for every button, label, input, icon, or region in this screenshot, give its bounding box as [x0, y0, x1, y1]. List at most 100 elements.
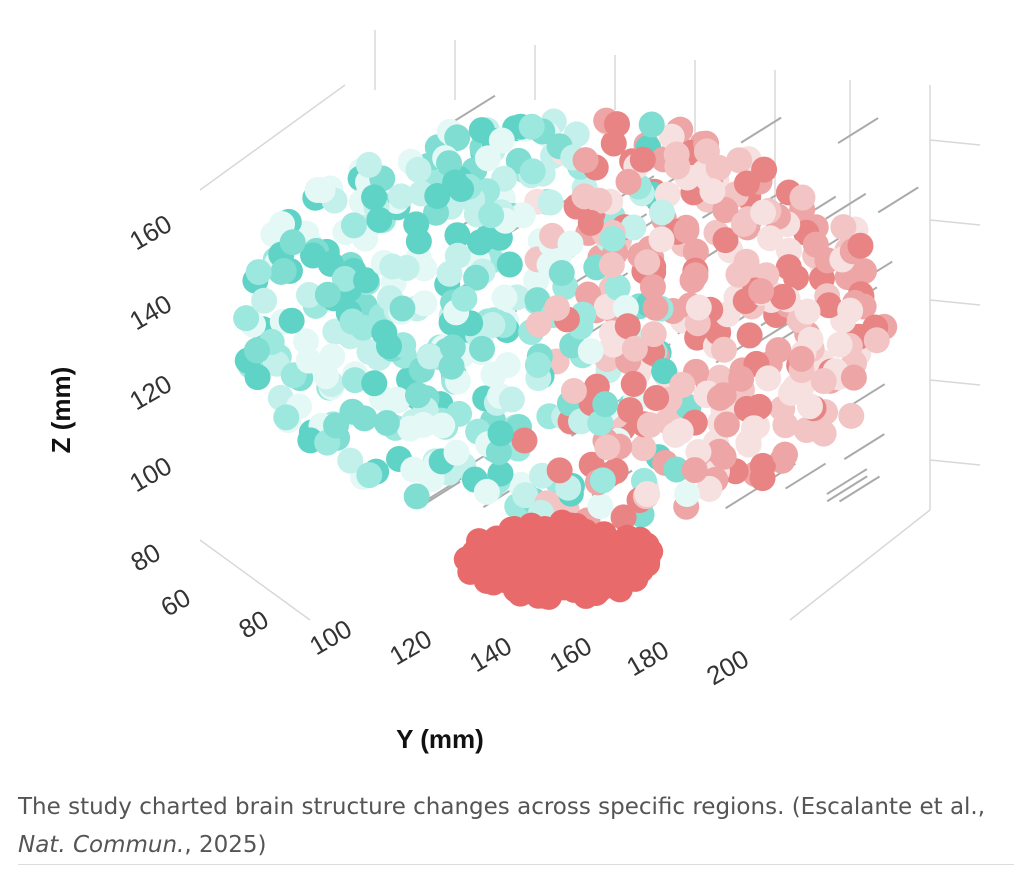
point — [319, 343, 346, 370]
point — [669, 371, 696, 398]
point — [726, 147, 753, 174]
point — [410, 411, 437, 438]
point — [546, 457, 573, 484]
z-tick-label: 140 — [124, 288, 177, 336]
point — [699, 178, 726, 205]
point — [304, 177, 331, 204]
point — [663, 456, 690, 483]
point — [610, 504, 637, 531]
point — [279, 229, 306, 256]
point — [810, 368, 837, 395]
point — [648, 226, 675, 253]
point — [643, 385, 670, 412]
point — [769, 283, 796, 310]
point — [794, 298, 821, 325]
point — [341, 367, 368, 394]
hatch-line — [826, 475, 868, 503]
point — [772, 412, 799, 439]
point — [789, 184, 816, 211]
point — [810, 420, 837, 447]
point — [480, 361, 507, 388]
point — [598, 251, 625, 278]
point — [725, 261, 752, 288]
point — [751, 156, 778, 183]
point — [681, 457, 708, 484]
point — [636, 411, 663, 438]
point — [451, 285, 478, 312]
caption-end: , 2025) — [184, 832, 267, 858]
point — [361, 370, 388, 397]
point — [473, 478, 500, 505]
point — [838, 402, 865, 429]
point — [572, 147, 599, 174]
point — [775, 254, 802, 281]
point — [634, 480, 661, 507]
point — [594, 434, 621, 461]
point — [468, 117, 495, 144]
point — [755, 365, 782, 392]
point — [557, 230, 584, 257]
point — [674, 481, 701, 508]
point — [748, 278, 775, 305]
point — [621, 335, 648, 362]
point — [840, 364, 867, 391]
point — [487, 420, 514, 447]
y-ticks: 80 100 120 140 160 180 200 — [233, 604, 753, 691]
point — [356, 462, 383, 489]
point — [424, 182, 451, 209]
point — [488, 127, 515, 154]
point — [251, 287, 278, 314]
z-axis-title: Z (mm) — [46, 367, 76, 454]
point — [750, 199, 777, 226]
point — [577, 338, 604, 365]
hatch-line — [826, 468, 868, 495]
point — [323, 412, 350, 439]
point — [733, 170, 760, 197]
point — [589, 467, 616, 494]
point — [710, 336, 737, 363]
point — [560, 377, 587, 404]
point — [331, 265, 358, 292]
point — [765, 337, 792, 364]
point — [788, 345, 815, 372]
point — [564, 545, 591, 572]
z-tick-label: 60 — [155, 582, 195, 622]
y-tick-label: 160 — [544, 630, 597, 678]
hatch-line — [877, 186, 919, 214]
point — [544, 294, 571, 321]
point — [295, 347, 322, 374]
hatch-line — [454, 94, 496, 122]
point — [444, 222, 471, 249]
point — [379, 253, 406, 280]
point — [524, 520, 551, 547]
point — [615, 168, 642, 195]
y-tick-label: 180 — [621, 634, 674, 682]
point — [693, 138, 720, 165]
point — [592, 391, 619, 418]
point — [548, 260, 575, 287]
point — [851, 258, 878, 285]
y-tick-label: 100 — [304, 613, 357, 661]
point — [545, 560, 572, 587]
point — [405, 156, 432, 183]
point — [355, 151, 382, 178]
point — [682, 262, 709, 289]
point — [353, 267, 380, 294]
point — [296, 282, 323, 309]
point — [604, 274, 631, 301]
point — [685, 294, 712, 321]
point — [496, 251, 523, 278]
point — [389, 295, 416, 322]
point — [245, 259, 272, 286]
z-tick-label: 160 — [124, 208, 177, 256]
point — [278, 307, 305, 334]
divider — [18, 864, 1014, 865]
point — [417, 343, 444, 370]
point — [537, 189, 564, 216]
point — [673, 217, 700, 244]
point — [651, 358, 678, 385]
point — [710, 443, 737, 470]
point — [466, 229, 493, 256]
point — [587, 493, 614, 520]
